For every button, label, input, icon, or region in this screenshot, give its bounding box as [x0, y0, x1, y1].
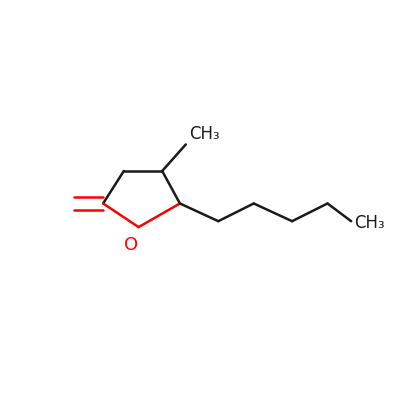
Text: CH₃: CH₃: [189, 125, 219, 143]
Text: O: O: [124, 236, 138, 254]
Text: CH₃: CH₃: [354, 214, 385, 232]
